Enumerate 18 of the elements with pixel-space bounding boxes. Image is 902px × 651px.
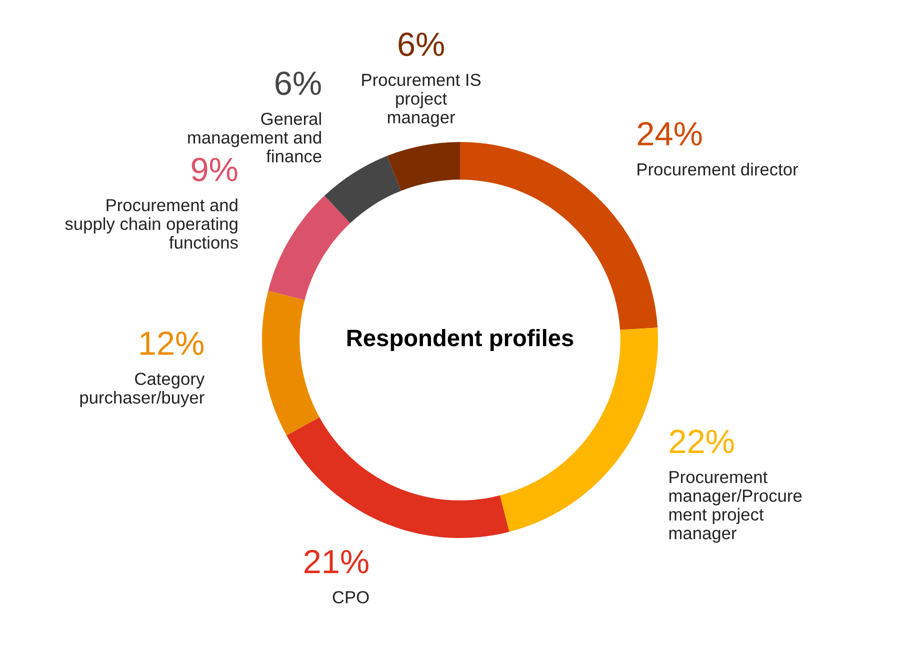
donut-slice bbox=[268, 196, 350, 300]
slice-label: Procurement director bbox=[638, 162, 798, 176]
donut-slice bbox=[286, 417, 510, 538]
data-label: 21% bbox=[304, 550, 368, 574]
text: Respondent profiles bbox=[347, 328, 574, 352]
slice-label: CPO bbox=[332, 591, 369, 604]
data-label: 24% bbox=[638, 122, 702, 146]
data-label: 22% bbox=[670, 430, 734, 454]
slice-label: Procurement and supply chain operating functions bbox=[65, 198, 238, 249]
data-label: 6% bbox=[398, 32, 444, 56]
data-label: 12% bbox=[140, 331, 204, 355]
donut-slice bbox=[324, 156, 401, 224]
donut-slice bbox=[387, 142, 460, 191]
slice-label: Category purchaser/buyer bbox=[80, 372, 205, 408]
slice-label: Procurement IS project manager bbox=[362, 74, 481, 127]
donut-slice bbox=[262, 290, 320, 436]
slice-label: Procurement manager/Procure ment project manager bbox=[669, 471, 802, 543]
data-label: 6% bbox=[276, 71, 321, 96]
